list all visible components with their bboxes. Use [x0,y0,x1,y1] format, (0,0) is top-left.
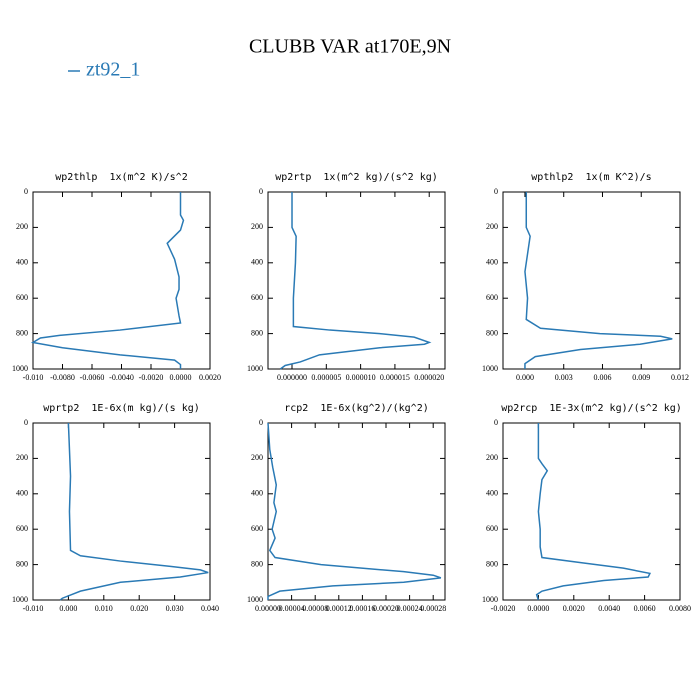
y-tick-label: 800 [16,328,28,337]
y-tick-label: 800 [486,328,498,337]
profile-line [59,422,209,601]
x-tick-label: 0.006 [593,373,611,382]
panel-title: wp2rcp 1E-3x(m^2 kg)/(s^2 kg) [501,403,682,414]
y-tick-label: 200 [251,453,263,462]
panel-title: wpthlp2 1x(m K^2)/s [531,172,651,183]
y-tick-label: 200 [251,222,263,231]
x-tick-label: 0.000005 [311,373,341,382]
y-tick-label: 0 [494,187,498,196]
y-tick-label: 400 [251,489,263,498]
profile-line [267,422,442,600]
x-tick-label: 0.00004 [279,604,305,613]
plot-frame [267,191,446,370]
x-tick-label: 0.040 [201,604,219,613]
y-tick-label: 400 [16,489,28,498]
y-tick-label: 600 [486,293,498,302]
x-tick-label: 0.0020 [563,604,585,613]
x-tick-label: 0.010 [95,604,113,613]
y-tick-label: 0 [259,418,263,427]
x-tick-label: 0.0040 [598,604,620,613]
x-tick-label: 0.000015 [380,373,410,382]
x-tick-label: -0.0040 [109,373,134,382]
y-tick-label: 400 [486,258,498,267]
y-tick-label: 600 [16,524,28,533]
x-tick-label: -0.0080 [50,373,75,382]
y-tick-label: 600 [16,293,28,302]
x-tick-label: 0.0000 [527,604,549,613]
y-tick-label: 400 [16,258,28,267]
x-tick-label: 0.012 [671,373,689,382]
x-tick-label: 0.00016 [349,604,375,613]
x-tick-label: 0.020 [130,604,148,613]
profile-line [535,423,652,601]
x-tick-label: 0.0020 [199,373,221,382]
profile-line [30,192,185,369]
x-tick-label: -0.010 [23,373,44,382]
y-tick-label: 1000 [247,364,263,373]
plot-frame [32,422,211,601]
x-tick-label: 0.00028 [420,604,446,613]
x-tick-label: 0.000000 [277,373,307,382]
x-tick-label: -0.0060 [80,373,105,382]
x-tick-label: 0.00000 [255,604,281,613]
x-tick-label: 0.009 [632,373,650,382]
x-tick-label: 0.000 [516,373,534,382]
x-tick-label: -0.010 [23,604,44,613]
y-tick-label: 800 [251,559,263,568]
y-tick-label: 1000 [12,595,28,604]
y-tick-label: 200 [486,453,498,462]
x-tick-label: 0.000010 [346,373,376,382]
x-tick-label: 0.00024 [397,604,423,613]
profile-line [279,192,432,370]
x-tick-label: 0.003 [555,373,573,382]
y-tick-label: 1000 [247,595,263,604]
panel-title: wp2thlp 1x(m^2 K)/s^2 [55,172,187,183]
x-tick-label: -0.0020 [491,604,516,613]
y-tick-label: 0 [24,418,28,427]
x-tick-label: 0.000020 [414,373,444,382]
x-tick-label: 0.00012 [326,604,352,613]
y-tick-label: 0 [259,187,263,196]
x-tick-label: 0.000 [59,604,77,613]
x-tick-label: 0.0000 [170,373,192,382]
panel-title: wprtp2 1E-6x(m kg)/(s kg) [43,403,200,414]
y-tick-label: 600 [251,293,263,302]
plot-frame [502,191,681,370]
y-tick-label: 400 [486,489,498,498]
panel-title: rcp2 1E-6x(kg^2)/(kg^2) [284,403,429,414]
x-tick-label: 0.0080 [669,604,691,613]
y-tick-label: 1000 [482,595,498,604]
y-tick-label: 0 [24,187,28,196]
y-tick-label: 800 [251,328,263,337]
y-tick-label: 200 [16,453,28,462]
profile-line [524,192,673,369]
y-tick-label: 800 [16,559,28,568]
y-tick-label: 1000 [482,364,498,373]
y-tick-label: 600 [486,524,498,533]
x-tick-label: 0.0060 [634,604,656,613]
plot-frame [267,422,446,601]
y-tick-label: 200 [486,222,498,231]
y-tick-label: 1000 [12,364,28,373]
x-tick-label: -0.0020 [139,373,164,382]
y-tick-label: 0 [494,418,498,427]
panel-title: wp2rtp 1x(m^2 kg)/(s^2 kg) [275,172,438,183]
x-tick-label: 0.00008 [302,604,328,613]
plot-frame [32,191,211,370]
y-tick-label: 400 [251,258,263,267]
y-tick-label: 200 [16,222,28,231]
chart-title: CLUBB VAR at170E,9N [249,36,451,58]
legend-entry: zt92_1 [86,59,140,81]
x-tick-label: 0.00020 [373,604,399,613]
plot-frame [502,422,681,601]
y-tick-label: 600 [251,524,263,533]
x-tick-label: 0.030 [166,604,184,613]
y-tick-label: 800 [486,559,498,568]
